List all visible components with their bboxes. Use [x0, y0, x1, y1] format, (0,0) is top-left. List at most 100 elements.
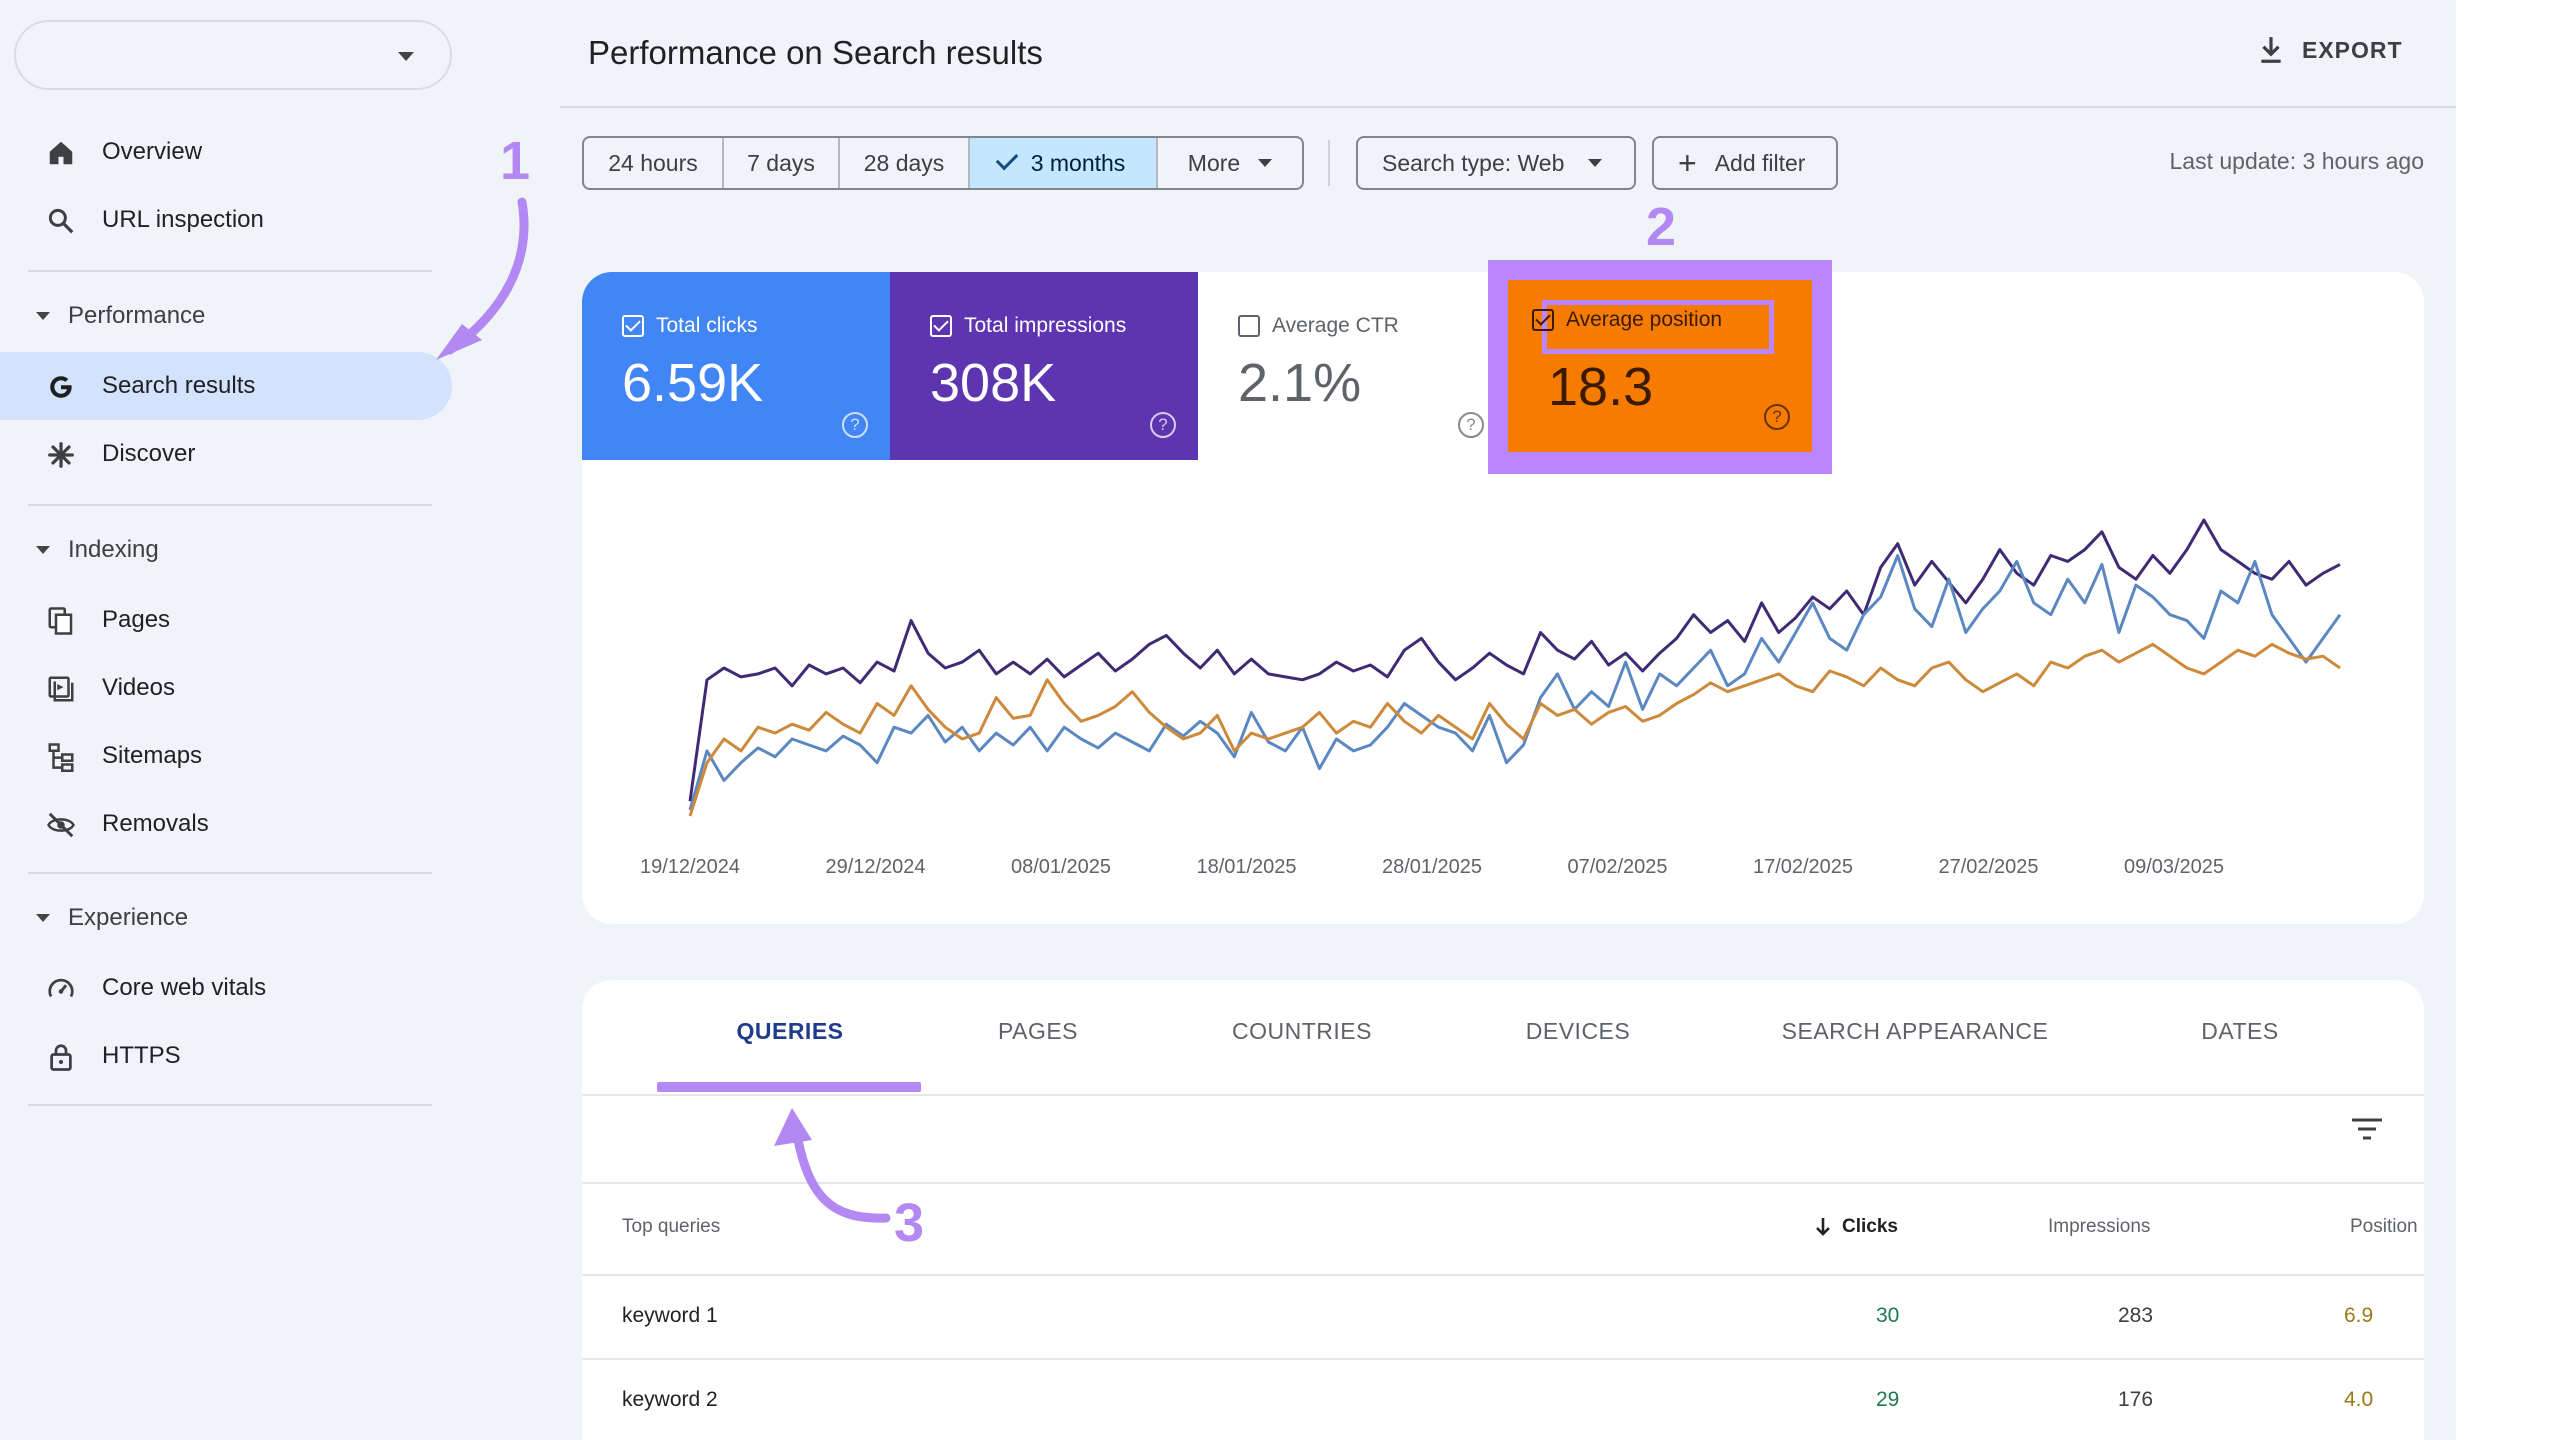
performance-line-chart	[688, 518, 2342, 817]
date-range-selector: 24 hours 7 days 28 days 3 months More	[582, 136, 1304, 190]
help-icon[interactable]: ?	[842, 412, 868, 438]
date-range-28-days[interactable]: 28 days	[840, 138, 970, 188]
metric-label-text: Average position	[1566, 308, 1723, 331]
filter-rows-icon[interactable]	[2350, 1116, 2384, 1142]
x-tick-label: 27/02/2025	[1938, 856, 2039, 878]
checkbox-unchecked-icon[interactable]	[1238, 315, 1260, 337]
sidebar-item-label: Core web vitals	[102, 974, 267, 1001]
checkbox-checked-icon[interactable]	[930, 315, 952, 337]
sidebar-section-experience[interactable]: Experience	[0, 888, 452, 948]
metric-value: 6.59K	[622, 353, 764, 413]
sidebar-item-removals[interactable]: Removals	[0, 790, 452, 858]
sidebar-item-core-web-vitals[interactable]: Core web vitals	[0, 954, 452, 1022]
tab-devices[interactable]: DEVICES	[1525, 1018, 1631, 1044]
checkbox-checked-icon[interactable]	[622, 315, 644, 337]
dropdown-arrow-icon	[1258, 159, 1273, 167]
tab-countries[interactable]: COUNTRIES	[1232, 1018, 1372, 1044]
sidebar-item-sitemaps[interactable]: Sitemaps	[0, 722, 452, 790]
column-header-clicks[interactable]: Clicks	[1814, 1216, 1898, 1238]
x-tick-label: 07/02/2025	[1567, 856, 1668, 878]
lock-icon	[44, 1040, 78, 1074]
series-line-total-clicks	[688, 554, 2342, 811]
sidebar-item-videos[interactable]: Videos	[0, 654, 452, 722]
checkbox-checked-icon[interactable]	[1532, 309, 1554, 331]
column-header-position[interactable]: Position	[2350, 1216, 2418, 1237]
metric-card-average-ctr[interactable]: Average CTR 2.1% ?	[1198, 272, 1506, 460]
x-tick-label: 17/02/2025	[1752, 856, 1854, 878]
property-selector[interactable]	[14, 20, 452, 90]
export-button[interactable]: EXPORT	[2258, 30, 2403, 70]
sidebar-section-indexing[interactable]: Indexing	[0, 520, 452, 580]
download-icon	[2261, 37, 2281, 63]
x-tick-label: 29/12/2024	[825, 856, 926, 878]
date-range-label: More	[1187, 149, 1241, 176]
date-range-label: 28 days	[863, 149, 945, 176]
sidebar-divider	[28, 1104, 432, 1106]
chevron-down-icon	[398, 52, 414, 61]
report-table-card	[582, 980, 2424, 1440]
tab-queries[interactable]: QUERIES	[736, 1018, 844, 1044]
sidebar-item-label: Videos	[102, 674, 175, 701]
section-label: Performance	[68, 302, 206, 329]
annotation-label-highlight	[1542, 300, 1774, 354]
sidebar-item-search-results[interactable]: Search results	[0, 352, 452, 420]
column-header-impressions[interactable]: Impressions	[2048, 1216, 2151, 1237]
date-range-3-months[interactable]: 3 months	[970, 138, 1158, 188]
date-range-24-hours[interactable]: 24 hours	[584, 138, 724, 188]
search-console-screen: Overview URL inspection Performance Sear…	[0, 0, 2456, 1440]
search-type-dropdown[interactable]: Search type: Web	[1356, 136, 1636, 190]
metric-label-text: Total clicks	[656, 314, 758, 337]
sidebar-item-url-inspection[interactable]: URL inspection	[0, 186, 452, 254]
pages-icon	[44, 604, 78, 638]
collapse-triangle-icon	[36, 546, 50, 554]
search-icon	[44, 204, 78, 238]
add-filter-label: Add filter	[1714, 149, 1806, 176]
table-row-query[interactable]: keyword 2	[622, 1388, 718, 1411]
check-icon	[995, 147, 1019, 171]
sidebar-item-https[interactable]: HTTPS	[0, 1022, 452, 1090]
collapse-triangle-icon	[36, 914, 50, 922]
date-range-more[interactable]: More	[1158, 138, 1302, 188]
sidebar-section-performance[interactable]: Performance	[0, 286, 452, 346]
x-tick-label: 28/01/2025	[1381, 856, 1483, 878]
tab-dates[interactable]: DATES	[2201, 1018, 2279, 1044]
help-icon[interactable]: ?	[1764, 404, 1790, 430]
tab-pages[interactable]: PAGES	[997, 1018, 1079, 1044]
tab-search-appearance[interactable]: SEARCH APPEARANCE	[1781, 1018, 2049, 1044]
sidebar-item-pages[interactable]: Pages	[0, 586, 452, 654]
date-range-7-days[interactable]: 7 days	[724, 138, 840, 188]
table-row-query[interactable]: keyword 1	[622, 1304, 718, 1327]
collapse-triangle-icon	[36, 312, 50, 320]
annotation-arrow-3	[774, 1108, 891, 1223]
gauge-icon	[44, 972, 78, 1006]
sidebar-item-label: Search results	[102, 372, 256, 399]
table-row-clicks: 30	[1876, 1304, 1900, 1327]
sidebar-item-label: HTTPS	[102, 1042, 181, 1069]
help-icon[interactable]: ?	[1458, 412, 1484, 438]
metric-card-total-clicks[interactable]: Total clicks 6.59K ?	[582, 272, 890, 460]
table-row-position: 4.0	[2344, 1388, 2374, 1411]
metric-card-total-impressions[interactable]: Total impressions 308K ?	[890, 272, 1198, 460]
google-g-icon	[44, 370, 78, 404]
last-update-text: Last update: 3 hours ago	[2169, 148, 2424, 174]
x-tick-label: 18/01/2025	[1196, 856, 1297, 878]
metric-value: 2.1%	[1238, 353, 1362, 413]
metric-card-average-position[interactable]: Average position 18.3 ?	[1508, 280, 1812, 452]
section-label: Experience	[68, 904, 189, 931]
date-range-label: 24 hours	[608, 149, 698, 176]
table-row-impressions: 176	[2118, 1388, 2154, 1411]
metric-value: 18.3	[1548, 357, 1654, 417]
sort-down-arrow-icon	[1816, 1218, 1830, 1236]
series-line-average-position	[688, 642, 2341, 817]
sidebar-item-discover[interactable]: Discover	[0, 420, 452, 488]
column-header-label: Clicks	[1842, 1216, 1898, 1237]
home-icon	[44, 136, 78, 170]
help-icon[interactable]: ?	[1150, 412, 1176, 438]
x-tick-label: 19/12/2024	[639, 856, 741, 878]
section-label: Indexing	[68, 536, 159, 563]
sidebar-item-overview[interactable]: Overview	[0, 118, 452, 186]
add-filter-button[interactable]: + Add filter	[1652, 136, 1838, 190]
annotation-arrow-1	[436, 197, 529, 360]
filter-separator	[1328, 140, 1330, 186]
